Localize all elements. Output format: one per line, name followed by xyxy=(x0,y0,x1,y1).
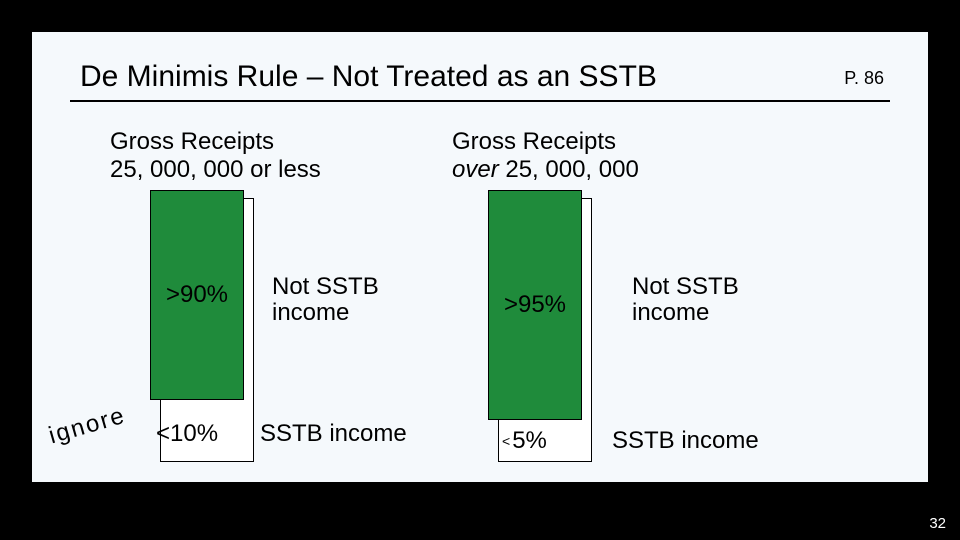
slide-title: De Minimis Rule – Not Treated as an SSTB xyxy=(80,60,657,94)
title-underline xyxy=(70,100,890,102)
bar-bottom-left-label: <10% xyxy=(156,420,218,448)
title-row: De Minimis Rule – Not Treated as an SSTB… xyxy=(80,60,918,94)
heading-right: Gross Receipts over 25, 000, 000 xyxy=(452,128,639,183)
cap-top-left-l1: Not SSTB xyxy=(272,273,379,300)
bar-top-right-label: >95% xyxy=(504,291,566,319)
ignore-annotation: ignore xyxy=(46,402,129,451)
heading-right-rest: 25, 000, 000 xyxy=(499,156,639,183)
cap-top-right-l1: Not SSTB xyxy=(632,273,739,300)
heading-left-line1: Gross Receipts xyxy=(110,128,274,155)
cap-top-right-l2: income xyxy=(632,299,709,326)
heading-left-line2: 25, 000, 000 or less xyxy=(110,156,321,183)
bar-bottom-right-label: <5% xyxy=(502,427,547,455)
caption-bottom-right: SSTB income xyxy=(612,427,759,455)
bar-top-right: >95% xyxy=(488,190,582,420)
bar-top-left-label: >90% xyxy=(166,281,228,309)
page-reference: P. 86 xyxy=(844,68,884,89)
slide-body: De Minimis Rule – Not Treated as an SSTB… xyxy=(32,32,928,482)
heading-left: Gross Receipts 25, 000, 000 or less xyxy=(110,128,321,183)
caption-top-left: Not SSTB income xyxy=(272,274,379,327)
caption-bottom-left: SSTB income xyxy=(260,420,407,448)
bar-bottom-right-val: 5% xyxy=(512,427,547,454)
bar-top-left: >90% xyxy=(150,190,244,400)
heading-right-line1: Gross Receipts xyxy=(452,128,616,155)
heading-right-over: over xyxy=(452,156,499,183)
cap-top-left-l2: income xyxy=(272,299,349,326)
slide-number: 32 xyxy=(929,515,946,532)
caption-top-right: Not SSTB income xyxy=(632,274,739,327)
bar-bottom-right-lt: < xyxy=(502,433,512,449)
